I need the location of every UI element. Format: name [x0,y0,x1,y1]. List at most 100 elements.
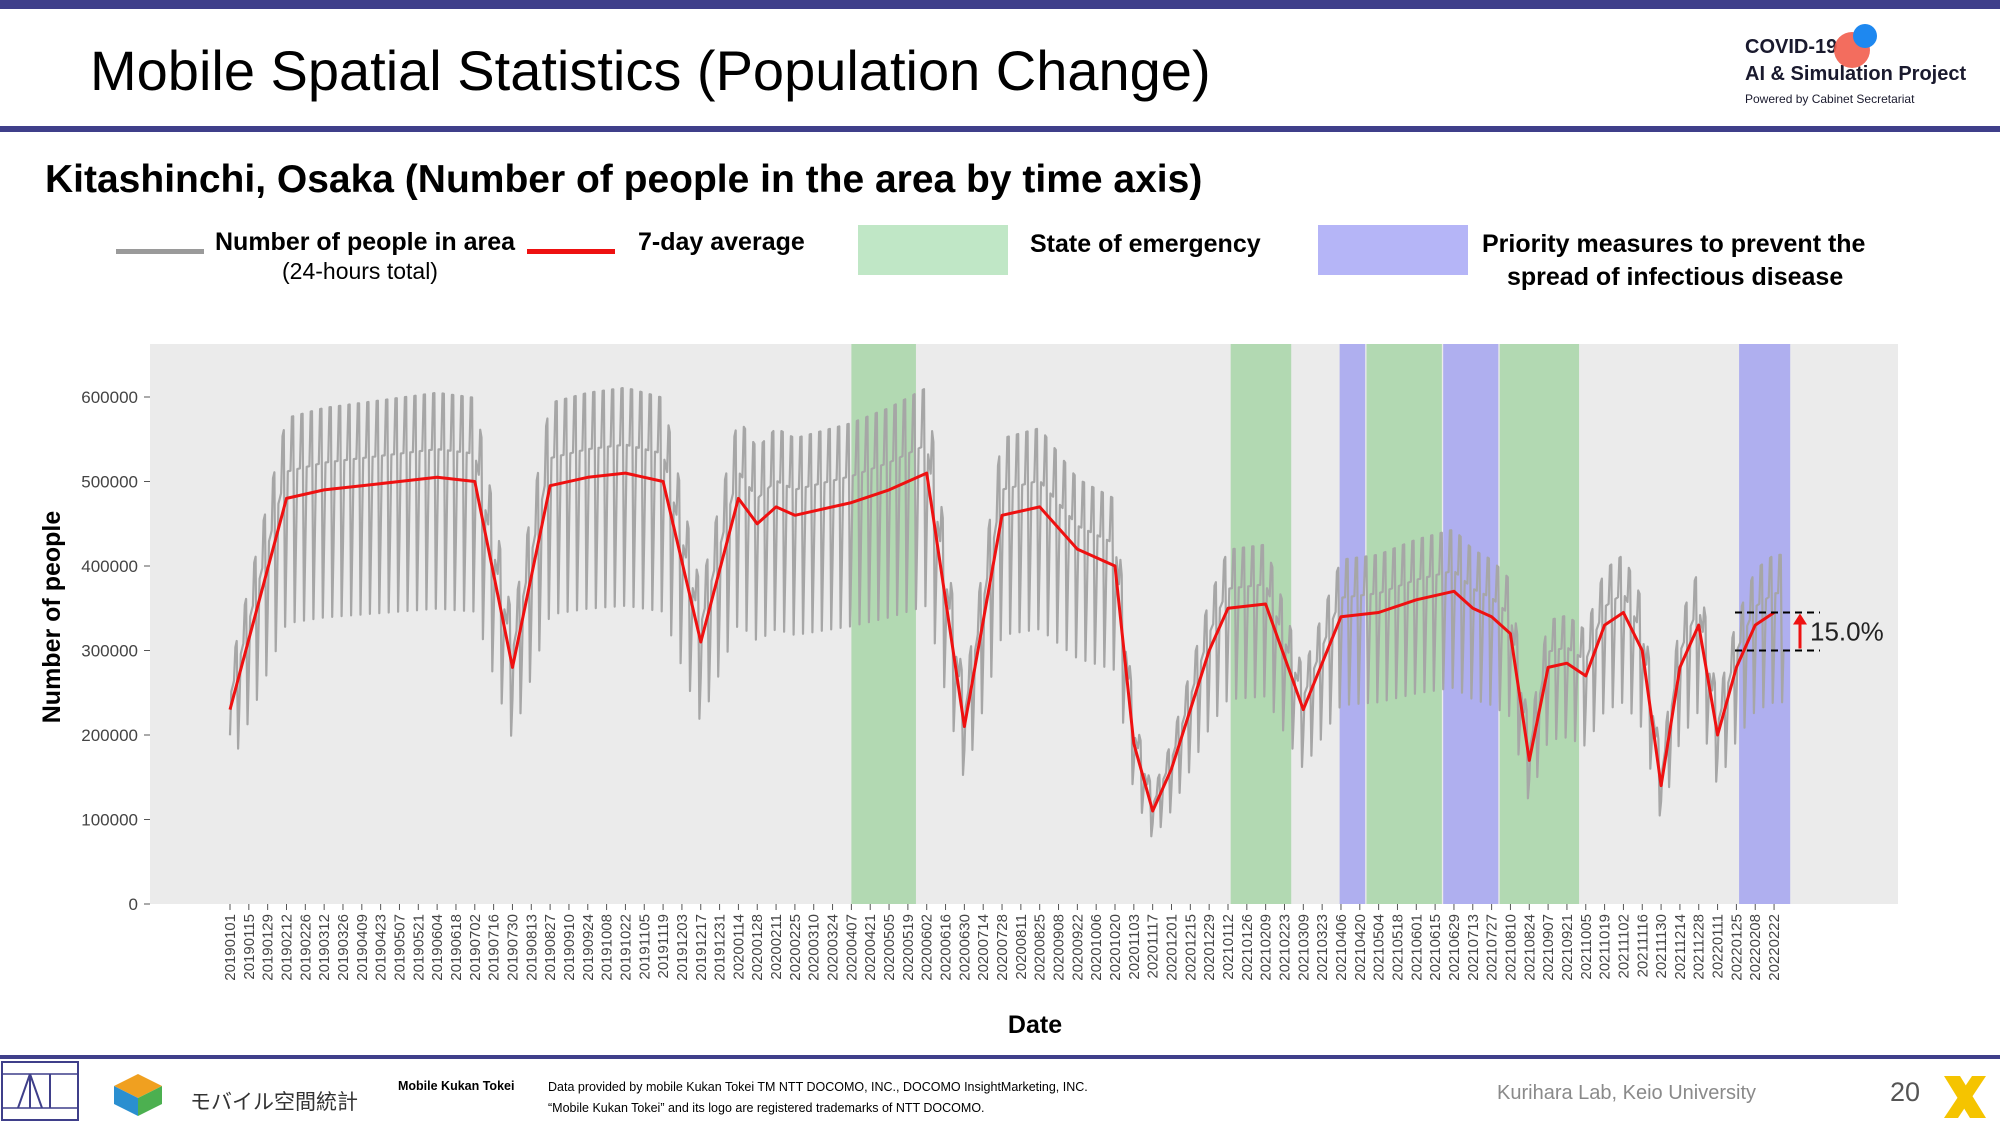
x-tick-label-13: 20190702 [467,914,484,981]
x-tick-label-57: 20210309 [1295,914,1312,981]
x-tick-label-0: 20190101 [222,914,239,981]
x-tick-label-61: 20210504 [1371,914,1388,981]
x-tick-label-12: 20190618 [448,914,465,981]
x-tick-label-11: 20190604 [429,914,446,981]
legend-daily-sublabel: (24-hours total) [282,258,438,284]
x-tick-label-65: 20210629 [1446,914,1463,981]
page-number: 20 [1890,1077,1921,1107]
x-tick-label-76: 20211130 [1653,914,1670,979]
x-tick-label-60: 20210420 [1352,914,1369,981]
x-tick-label-48: 20201103 [1126,914,1143,980]
x-tick-label-4: 20190226 [297,914,314,981]
x-tick-label-16: 20190813 [523,914,540,981]
y-tick-label-6: 600000 [81,388,138,407]
x-tick-label-49: 20201117 [1145,914,1162,979]
x-tick-label-5: 20190312 [316,914,333,981]
x-tick-label-82: 20220222 [1766,914,1783,981]
title-underline-bar [0,126,2000,132]
x-tick-label-44: 20200908 [1051,914,1068,981]
y-tick-label-5: 500000 [81,473,138,492]
top-accent-bar [0,0,2000,9]
y-tick-label-2: 200000 [81,726,138,745]
x-tick-label-59: 20210406 [1333,914,1350,981]
x-tick-label-6: 20190326 [335,914,352,981]
x-tick-label-77: 20211214 [1672,914,1689,980]
x-tick-label-63: 20210601 [1408,914,1425,981]
x-tick-label-67: 20210727 [1484,914,1501,981]
x-tick-label-36: 20200519 [900,914,917,981]
x-tick-label-3: 20190212 [278,914,295,981]
x-tick-label-43: 20200825 [1032,914,1049,981]
x-tick-label-64: 20210615 [1427,914,1444,981]
x-tick-label-31: 20200310 [806,914,823,981]
x-tick-label-70: 20210907 [1540,914,1557,981]
x-tick-label-37: 20200602 [919,914,936,981]
legend-priority-swatch [1318,225,1468,275]
y-tick-label-4: 400000 [81,557,138,576]
logo-line-3: Powered by Cabinet Secretariat [1745,92,1915,106]
x-tick-label-52: 20201229 [1201,914,1218,981]
x-tick-label-54: 20210126 [1239,914,1256,981]
x-tick-label-28: 20200128 [749,914,766,981]
legend-priority-label-1: Priority measures to prevent the [1482,230,1866,258]
plot-background [150,344,1898,904]
x-tick-label-66: 20210713 [1465,914,1482,981]
legend-emergency-label: State of emergency [1030,230,1261,258]
x-tick-label-73: 20211019 [1597,914,1614,980]
x-tick-label-39: 20200630 [956,914,973,981]
x-tick-label-74: 20211102 [1615,914,1632,979]
x-tick-label-62: 20210518 [1389,914,1406,981]
footer-brand: Mobile Kukan Tokei [398,1079,515,1093]
y-axis-label: Number of people [38,511,66,724]
logo-line-1: COVID-19 [1745,36,1838,58]
y-tick-label-1: 100000 [81,811,138,830]
x-tick-label-81: 20220208 [1747,914,1764,981]
x-tick-label-69: 20210824 [1521,914,1538,981]
x-tick-label-22: 20191105 [636,914,653,980]
x-tick-label-9: 20190507 [391,914,408,981]
y-tick-label-0: 0 [129,895,138,914]
x-tick-label-24: 20191203 [674,914,691,981]
brand-x-icon [1944,1076,1986,1118]
x-tick-label-75: 20211116 [1634,914,1651,977]
daily-people-series [228,387,1785,838]
x-tick-label-51: 20201215 [1182,914,1199,981]
x-tick-label-79: 20220111 [1710,914,1727,979]
x-tick-label-1: 20190115 [241,914,258,980]
chart-subtitle: Kitashinchi, Osaka (Number of people in … [45,158,1203,201]
x-tick-label-15: 20190730 [504,914,521,981]
legend-daily-line-icon [116,249,204,254]
annotation-arrow-head [1793,613,1807,625]
x-tick-label-58: 20210323 [1314,914,1331,981]
x-tick-label-42: 20200811 [1013,914,1030,980]
x-tick-label-38: 20200616 [938,914,955,981]
x-tick-label-68: 20210810 [1502,914,1519,981]
x-tick-label-19: 20190924 [580,914,597,981]
x-tick-label-25: 20191217 [693,914,710,981]
x-tick-label-47: 20201020 [1107,914,1124,981]
x-tick-label-14: 20190716 [486,914,503,981]
x-tick-label-33: 20200407 [843,914,860,981]
x-tick-label-21: 20191022 [617,914,634,981]
x-tick-label-27: 20200114 [730,914,747,980]
x-tick-label-50: 20201201 [1164,914,1181,981]
covid-ai-project-logo: COVID-19 AI & Simulation Project Powered… [1745,24,1985,116]
legend-emergency-swatch [858,225,1008,275]
x-tick-label-35: 20200505 [881,914,898,981]
x-tick-label-34: 20200421 [862,914,879,981]
x-tick-label-17: 20190827 [542,914,559,981]
x-tick-label-71: 20210921 [1559,914,1576,981]
footer-top-bar [0,1055,2000,1059]
x-tick-label-41: 20200728 [994,914,1011,981]
x-tick-label-23: 20191119 [655,914,672,979]
footer-credit-2: “Mobile Kukan Tokei” and its logo are re… [548,1101,985,1115]
logo-line-2: AI & Simulation Project [1745,63,1967,85]
x-tick-label-55: 20210209 [1258,914,1275,981]
x-axis-label: Date [1008,1011,1062,1039]
x-tick-label-56: 20210223 [1276,914,1293,981]
legend-average-line-icon [527,249,615,254]
x-tick-label-10: 20190521 [410,914,427,981]
mobile-kukan-tokei-cube-icon [114,1074,162,1116]
legend-priority-label-2: spread of infectious disease [1507,263,1844,291]
